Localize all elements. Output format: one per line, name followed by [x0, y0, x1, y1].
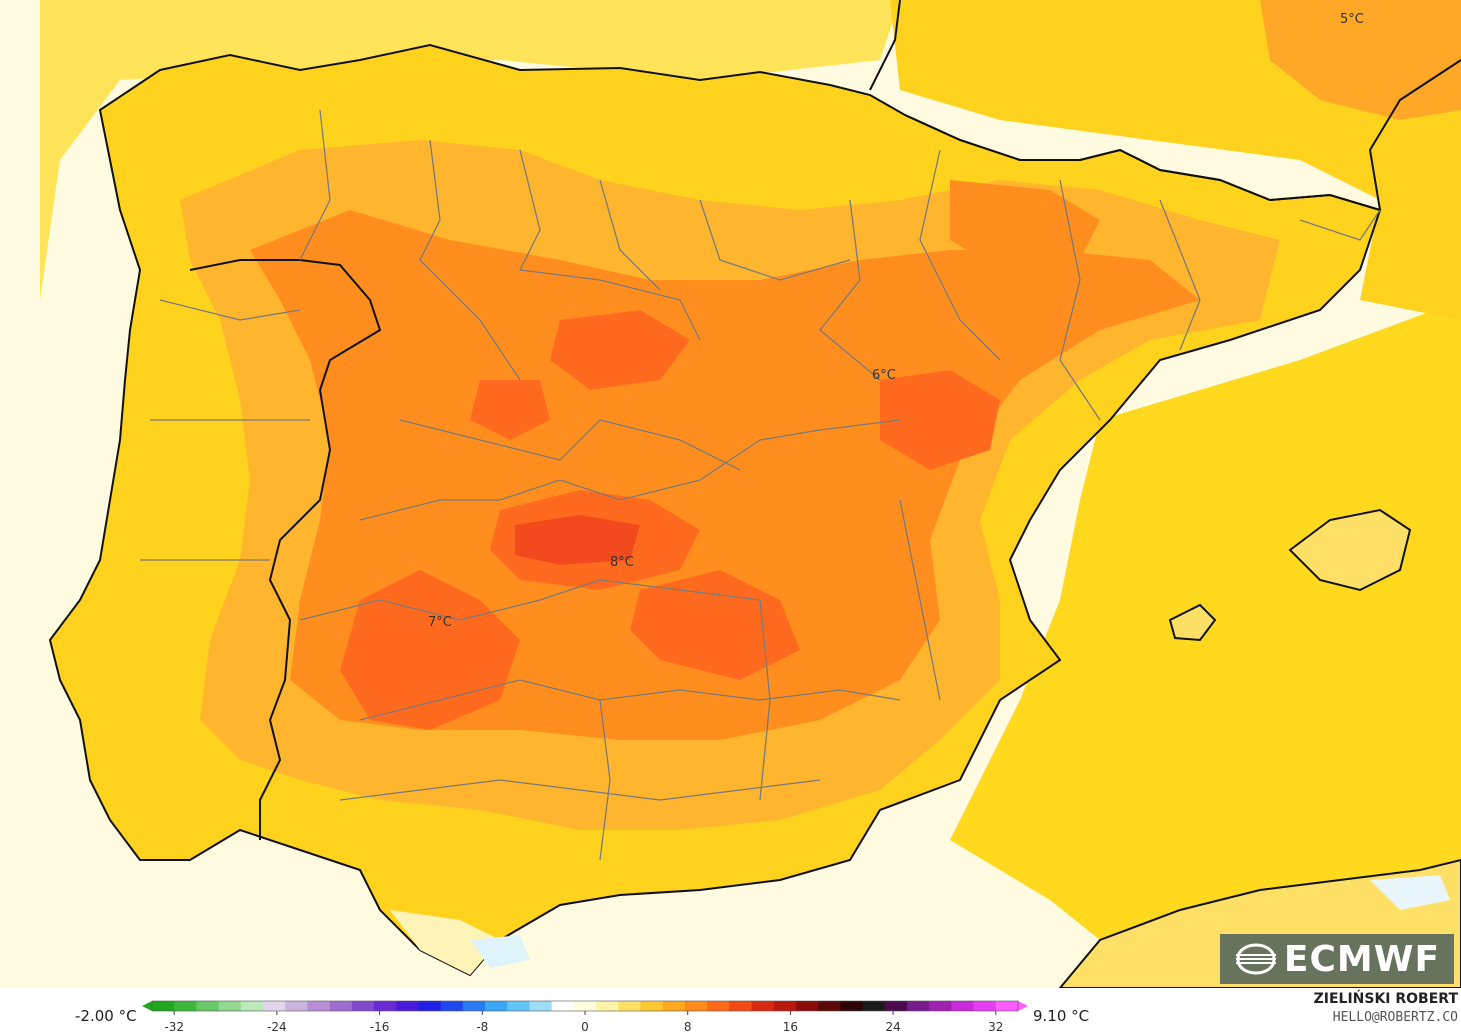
colorbar-cell: [263, 1001, 286, 1011]
core-hottest-zone: [515, 515, 640, 565]
france-orange-zone: [1260, 0, 1461, 120]
colorbar-tick-label: 0: [581, 1020, 589, 1034]
legend-bar: [0, 988, 1461, 1035]
colorbar-cell: [573, 1001, 597, 1011]
core-hot-zone-4: [880, 370, 1000, 470]
colorbar-cell: [618, 1001, 642, 1011]
colorbar-cell: [307, 1001, 331, 1011]
colorbar-cells: [142, 1000, 1028, 1012]
mediterranean-warm-zone: [950, 300, 1461, 988]
colorbar-cell: [551, 1001, 575, 1011]
france-spain-border: [904, 114, 1381, 211]
colorbar-cell: [507, 1001, 530, 1011]
colorbar-tick-label: 8: [684, 1020, 692, 1034]
region-borders: [140, 109, 1381, 861]
cool-patch-africa: [1370, 875, 1450, 910]
colorbar-cell: [951, 1001, 975, 1011]
core-hot-zone-5: [550, 310, 690, 390]
colorbar-cell: [485, 1001, 508, 1011]
temp-label-west: 7°C: [428, 615, 452, 630]
colorbar-cell: [795, 1001, 819, 1011]
colorbar-cell: [884, 1001, 908, 1011]
core-hot-zone-6: [470, 380, 550, 440]
colorbar-cell: [640, 1001, 664, 1011]
offshore-warm-zone: [40, 0, 900, 300]
colorbar-cell: [418, 1001, 442, 1011]
temp-label-center: 8°C: [610, 555, 634, 570]
colorbar-max-arrow: [1018, 1001, 1028, 1011]
colorbar-min-arrow: [142, 1001, 152, 1011]
colorbar-tick-label: -24: [267, 1020, 287, 1034]
colorbar-cell: [396, 1001, 419, 1011]
colorbar-cell: [840, 1001, 864, 1011]
colorbar-cell: [374, 1001, 397, 1011]
temp-label-france: 5°C: [1340, 12, 1364, 27]
colorbar-cell: [440, 1001, 464, 1011]
colorbar-cell: [174, 1001, 197, 1011]
ecmwf-logo: ECMWF: [1220, 934, 1454, 984]
colorbar-cell: [906, 1001, 930, 1011]
colorbar-tick-label: -16: [370, 1020, 390, 1034]
colorbar-cell: [152, 1001, 175, 1011]
colorbar-cell: [240, 1001, 264, 1011]
northeast-hot-zone: [950, 180, 1100, 270]
colorbar-cell: [929, 1001, 952, 1011]
colorbar-cell: [995, 1001, 1019, 1011]
ecmwf-wave-icon: [1235, 943, 1276, 975]
colorbar-cell: [773, 1001, 797, 1011]
colorbar-tick-label: -8: [476, 1020, 488, 1034]
portugal-spain-border: [189, 259, 382, 840]
colorbar-cell: [973, 1001, 997, 1011]
france-coastline: [869, 0, 1461, 211]
south-coast-cool-zone: [390, 910, 500, 975]
map-canvas: [0, 0, 1461, 988]
colorbar-cell: [862, 1001, 886, 1011]
colorbar-tick-label: 32: [988, 1020, 1003, 1034]
colorbar-cell: [285, 1001, 308, 1011]
legend-min-label: -2.00 °C: [75, 1007, 137, 1025]
legend-max-label: 9.10 °C: [1033, 1007, 1090, 1025]
author-email: HELLO@ROBERTZ.CO: [1332, 1010, 1458, 1025]
colorbar-cell: [529, 1001, 553, 1011]
colorbar-cell: [196, 1001, 220, 1011]
colorbar-cell: [351, 1001, 375, 1011]
colorbar-cell: [662, 1001, 686, 1011]
colorbar-cell: [818, 1001, 841, 1011]
colorbar-cell: [684, 1001, 708, 1011]
balearic-islands: [1288, 508, 1412, 592]
colorbar-cell: [596, 1001, 619, 1011]
colorbar-tick-label: 24: [885, 1020, 900, 1034]
author-name: ZIELIŃSKI ROBERT: [1313, 991, 1458, 1007]
colorbar: -32 -24 -16 -8 0 8 16 24 32: [142, 1000, 1028, 1034]
colorbar-cell: [462, 1001, 486, 1011]
colorbar-tick-label: 16: [783, 1020, 798, 1034]
colorbar-cell: [218, 1001, 242, 1011]
core-hot-zone-3: [630, 570, 800, 680]
colorbar-cell: [329, 1001, 353, 1011]
temp-label-northeast: 6°C: [872, 368, 896, 383]
colorbar-ticks: -32 -24 -16 -8 0 8 16 24 32: [164, 1011, 1003, 1034]
colorbar-cell: [729, 1001, 753, 1011]
colorbar-tick-label: -32: [164, 1020, 184, 1034]
core-hot-zone-1: [340, 570, 520, 730]
colorbar-cell: [707, 1001, 730, 1011]
ecmwf-logo-text: ECMWF: [1283, 938, 1441, 980]
ibiza-island: [1168, 603, 1217, 642]
colorbar-cell: [751, 1001, 775, 1011]
temperature-map: 5°C 6°C 8°C 7°C ECMWF: [0, 0, 1461, 988]
cool-patch-south: [470, 935, 530, 968]
